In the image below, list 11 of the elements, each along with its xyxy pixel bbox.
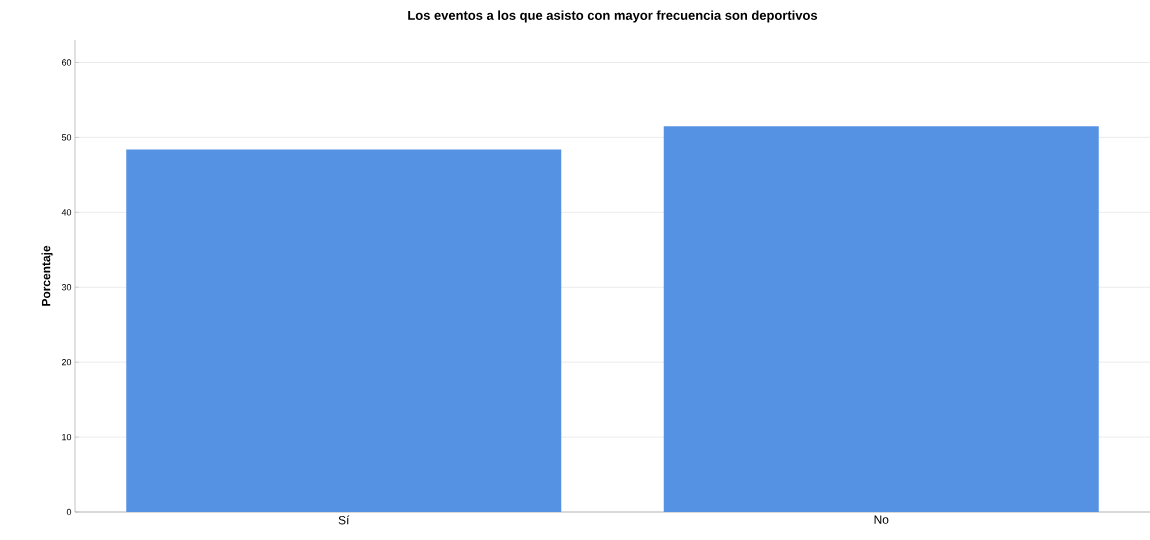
y-tick-label: 10 — [62, 433, 72, 441]
y-tick-label: 50 — [61, 134, 72, 141]
y-tick-label: 30 — [61, 284, 72, 291]
y-tick-label: 20 — [61, 358, 72, 366]
y-tick-label: 40 — [61, 209, 72, 216]
y-tick-label: 60 — [61, 59, 72, 66]
x-tick-label: No — [874, 515, 889, 524]
chart-title: Los eventos a los que asisto con mayor frecuencia son deportivos — [408, 10, 818, 23]
y-axis-title: Porcentaje — [41, 245, 53, 306]
x-tick-label: Sí — [338, 515, 350, 525]
y-tick-label: 0 — [66, 508, 72, 516]
